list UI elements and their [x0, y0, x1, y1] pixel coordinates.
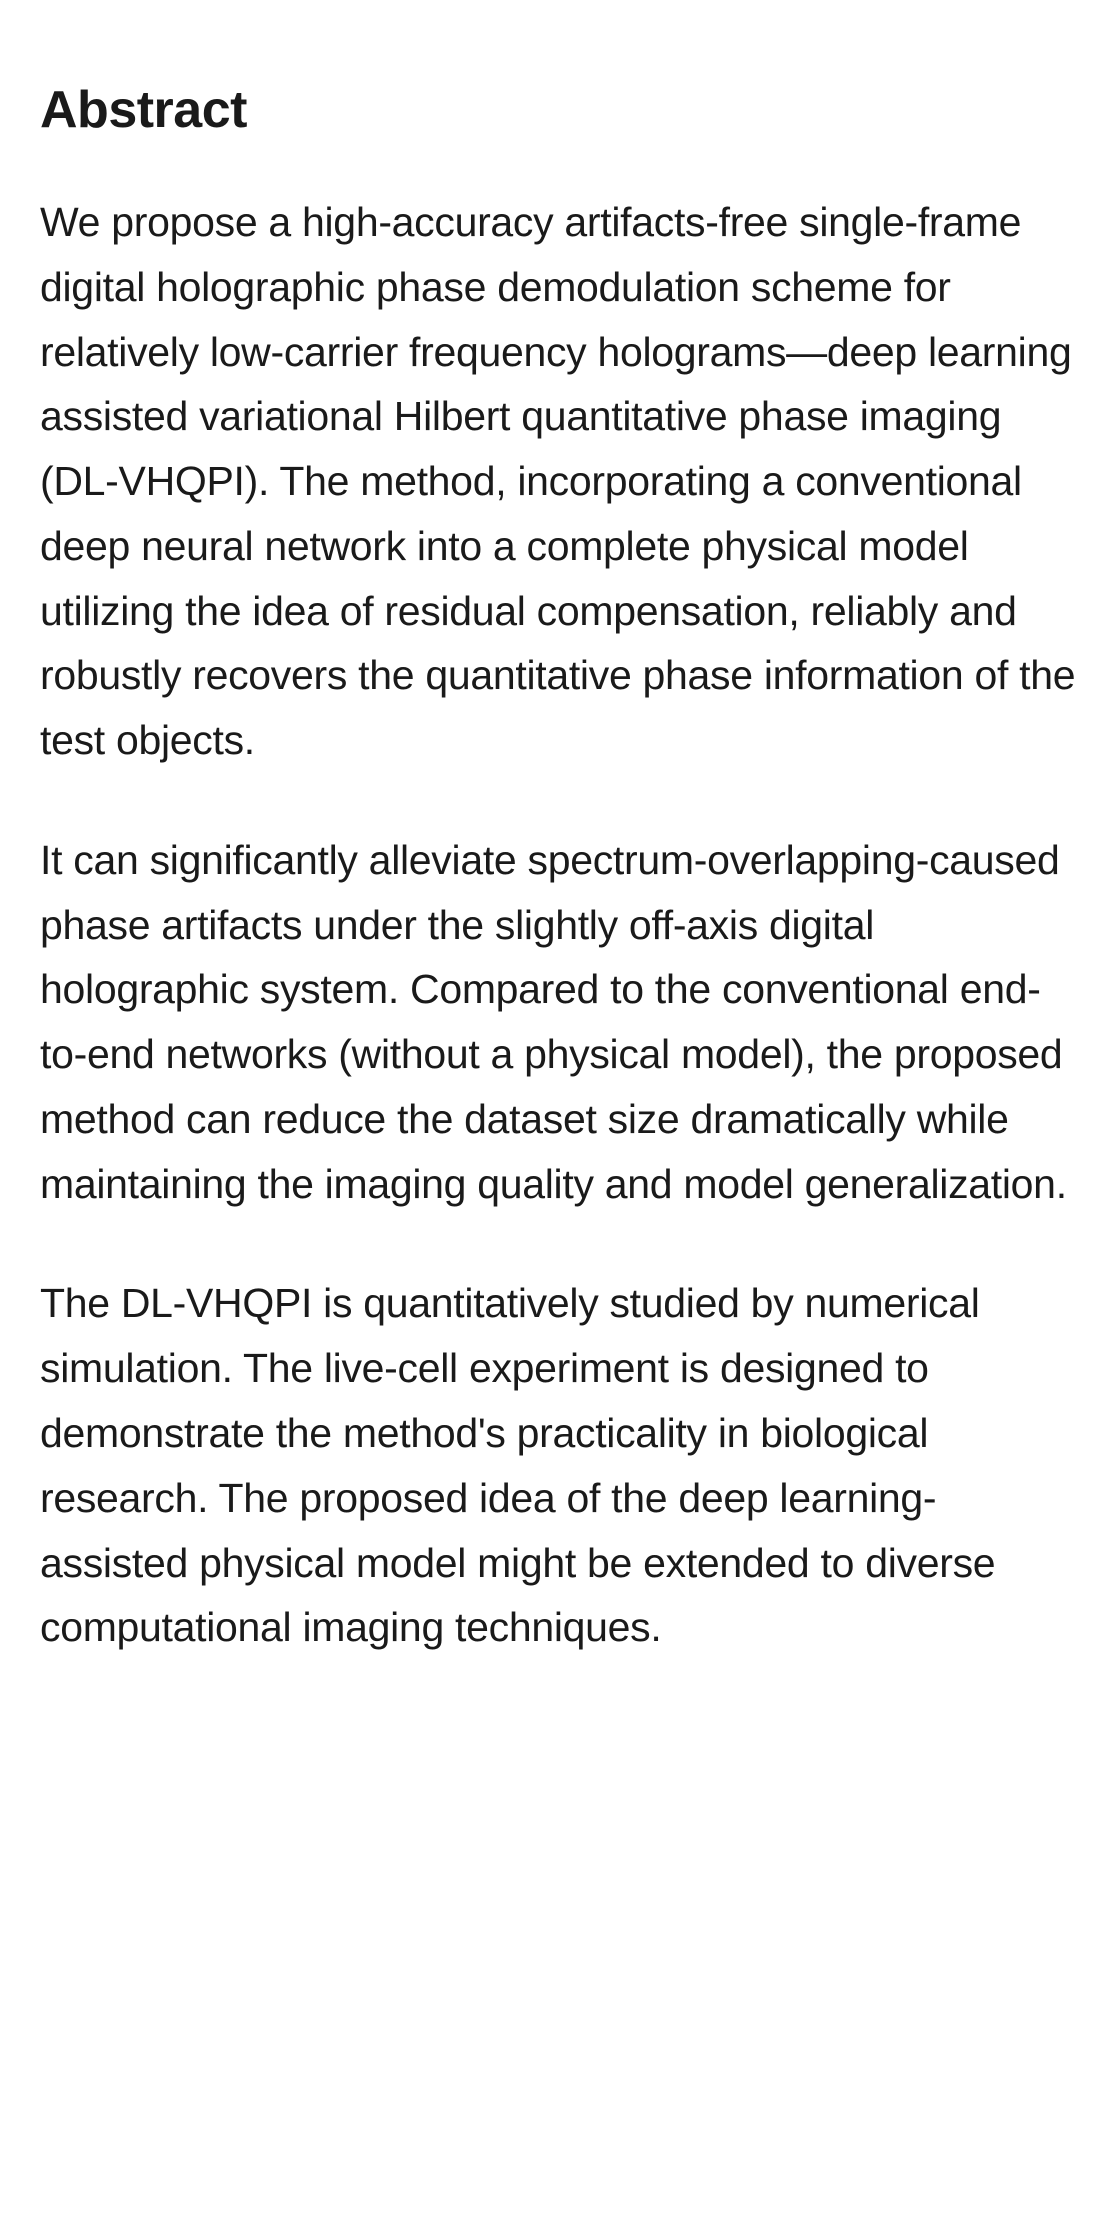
abstract-paragraph: It can significantly alleviate spectrum-… [40, 828, 1077, 1217]
abstract-paragraph: We propose a high-accuracy artifacts-fre… [40, 190, 1077, 773]
abstract-heading: Abstract [40, 80, 1077, 140]
abstract-paragraph: The DL-VHQPI is quantitatively studied b… [40, 1271, 1077, 1660]
